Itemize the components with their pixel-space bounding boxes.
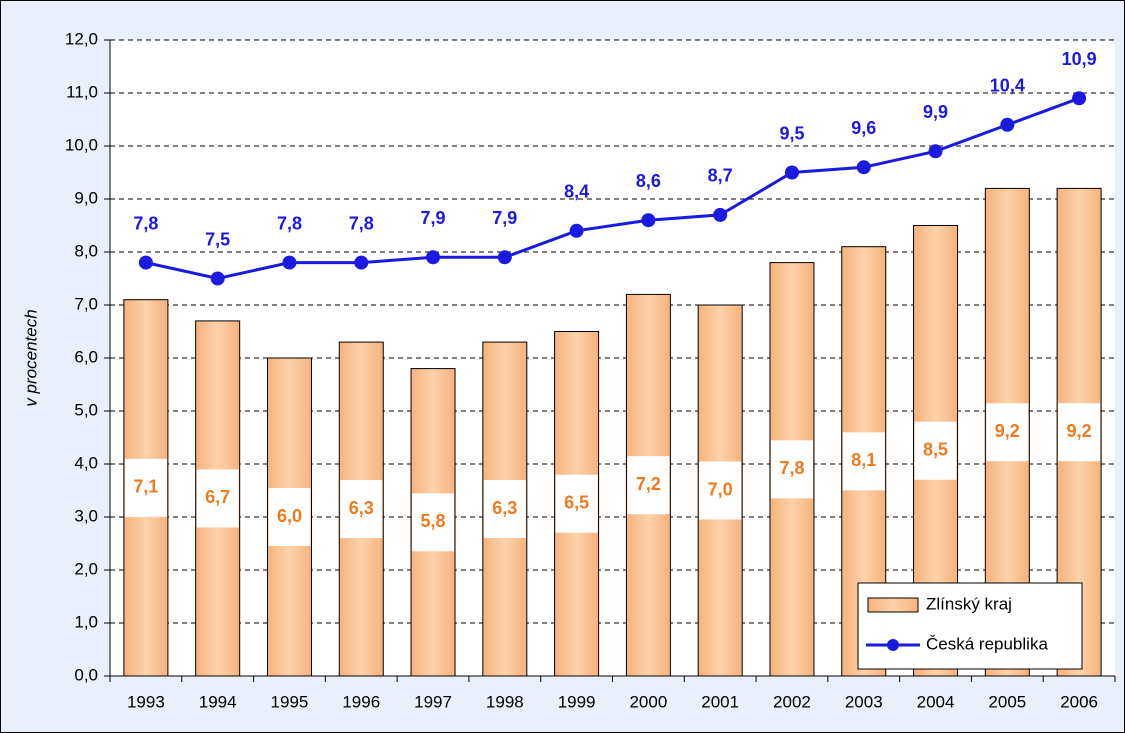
legend-swatch: [867, 597, 919, 613]
y-tick-label: 0,0: [74, 665, 98, 684]
line: [145, 96, 1080, 281]
x-tick-label: 2005: [988, 692, 1026, 711]
line-point: [497, 250, 512, 265]
line-value-label: 10,9: [1062, 49, 1097, 69]
bar-value-label: 6,0: [277, 506, 302, 526]
legend-label: Zlínský kraj: [926, 594, 1012, 613]
y-tick-label: 6,0: [74, 347, 98, 366]
y-tick-label: 12,0: [65, 29, 98, 48]
line-point: [1000, 117, 1015, 132]
y-tick-label: 4,0: [74, 453, 98, 472]
bar-value-label: 6,7: [205, 487, 230, 507]
y-tick-label: 8,0: [74, 241, 98, 260]
legend: [857, 582, 1083, 670]
line-point: [713, 207, 728, 222]
line-point: [856, 160, 871, 175]
line-point: [641, 213, 656, 228]
x-tick-label: 2003: [845, 692, 883, 711]
legend-label: Česká republika: [926, 634, 1048, 653]
x-tick-label: 1995: [271, 692, 309, 711]
bar-label-box: [699, 461, 742, 520]
line-point: [569, 223, 584, 238]
line-value-label: 7,9: [421, 208, 446, 228]
line-value-label: 8,6: [636, 171, 661, 191]
bar-value-label: 7,0: [708, 479, 733, 499]
y-tick-label: 3,0: [74, 506, 98, 525]
line-value-label: 9,9: [923, 102, 948, 122]
line-value-label: 7,9: [492, 208, 517, 228]
y-tick-label: 9,0: [74, 188, 98, 207]
plot-area: [110, 40, 1115, 676]
x-tick-label: 1999: [558, 692, 596, 711]
x-tick-label: 1993: [127, 692, 165, 711]
y-tick-label: 2,0: [74, 559, 98, 578]
y-tick-label: 10,0: [65, 135, 98, 154]
x-tick-label: 2006: [1060, 692, 1098, 711]
bar-label-box: [483, 480, 526, 539]
legend-swatch: [887, 639, 899, 651]
x-tick-label: 1996: [342, 692, 380, 711]
line-point: [1072, 91, 1087, 106]
y-tick-label: 5,0: [74, 400, 98, 419]
bar-label-box: [124, 458, 167, 517]
line-value-label: 10,4: [990, 76, 1025, 96]
x-tick-label: 2001: [701, 692, 739, 711]
bar-label-box: [268, 488, 311, 546]
line-point: [426, 250, 441, 265]
y-tick-label: 1,0: [74, 612, 98, 631]
bar-value-label: 6,3: [349, 498, 374, 518]
bar-value-label: 7,2: [636, 474, 661, 494]
line-point: [138, 255, 153, 270]
line-value-label: 9,5: [779, 123, 804, 143]
bar-value-label: 6,5: [564, 493, 589, 513]
line-value-label: 9,6: [851, 118, 876, 138]
bar-label-box: [412, 493, 455, 552]
bar-label-box: [196, 469, 239, 528]
line-value-label: 7,8: [349, 213, 374, 233]
y-axis-label: v procentech: [21, 309, 40, 406]
bar-value-label: 9,2: [995, 421, 1020, 441]
line-point: [784, 165, 799, 180]
line-value-label: 8,4: [564, 182, 589, 202]
bar-label-box: [914, 421, 957, 480]
y-tick-label: 7,0: [74, 294, 98, 313]
x-tick-label: 1997: [414, 692, 452, 711]
x-tick-label: 1994: [199, 692, 237, 711]
bar-label-box: [555, 474, 598, 533]
x-tick-label: 2000: [629, 692, 667, 711]
line-point: [928, 144, 943, 159]
bar-label-box: [842, 432, 885, 491]
bar-label-box: [340, 480, 383, 539]
bar-value-label: 6,3: [492, 498, 517, 518]
line-value-label: 7,8: [133, 213, 158, 233]
bar-label-box: [1058, 403, 1101, 462]
bar-label-box: [627, 456, 670, 515]
bar-value-label: 7,8: [779, 458, 804, 478]
line-value-label: 7,5: [205, 229, 230, 249]
x-tick-label: 1998: [486, 692, 524, 711]
x-tick-label: 2004: [917, 692, 955, 711]
y-tick-label: 11,0: [66, 82, 98, 101]
line-point: [210, 271, 225, 286]
x-tick-label: 2002: [773, 692, 811, 711]
bar-value-label: 7,1: [133, 477, 158, 497]
bar-value-label: 8,5: [923, 440, 948, 460]
line-point: [354, 255, 369, 270]
bar-label-box: [770, 440, 813, 499]
bar-label-box: [986, 403, 1029, 462]
line-value-label: 7,8: [277, 213, 302, 233]
bar-value-label: 5,8: [421, 511, 446, 531]
bar-value-label: 8,1: [851, 450, 876, 470]
line-value-label: 8,7: [708, 166, 733, 186]
line-point: [282, 255, 297, 270]
bar-value-label: 9,2: [1067, 421, 1092, 441]
